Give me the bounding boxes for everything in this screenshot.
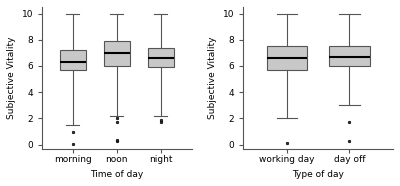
Y-axis label: Subjective Vitality: Subjective Vitality [7, 36, 16, 119]
PathPatch shape [267, 46, 307, 70]
PathPatch shape [60, 50, 86, 70]
X-axis label: Time of day: Time of day [90, 170, 144, 179]
PathPatch shape [104, 41, 130, 66]
X-axis label: Type of day: Type of day [292, 170, 344, 179]
PathPatch shape [148, 48, 174, 67]
Y-axis label: Subjective Vitality: Subjective Vitality [208, 36, 217, 119]
PathPatch shape [329, 46, 370, 66]
